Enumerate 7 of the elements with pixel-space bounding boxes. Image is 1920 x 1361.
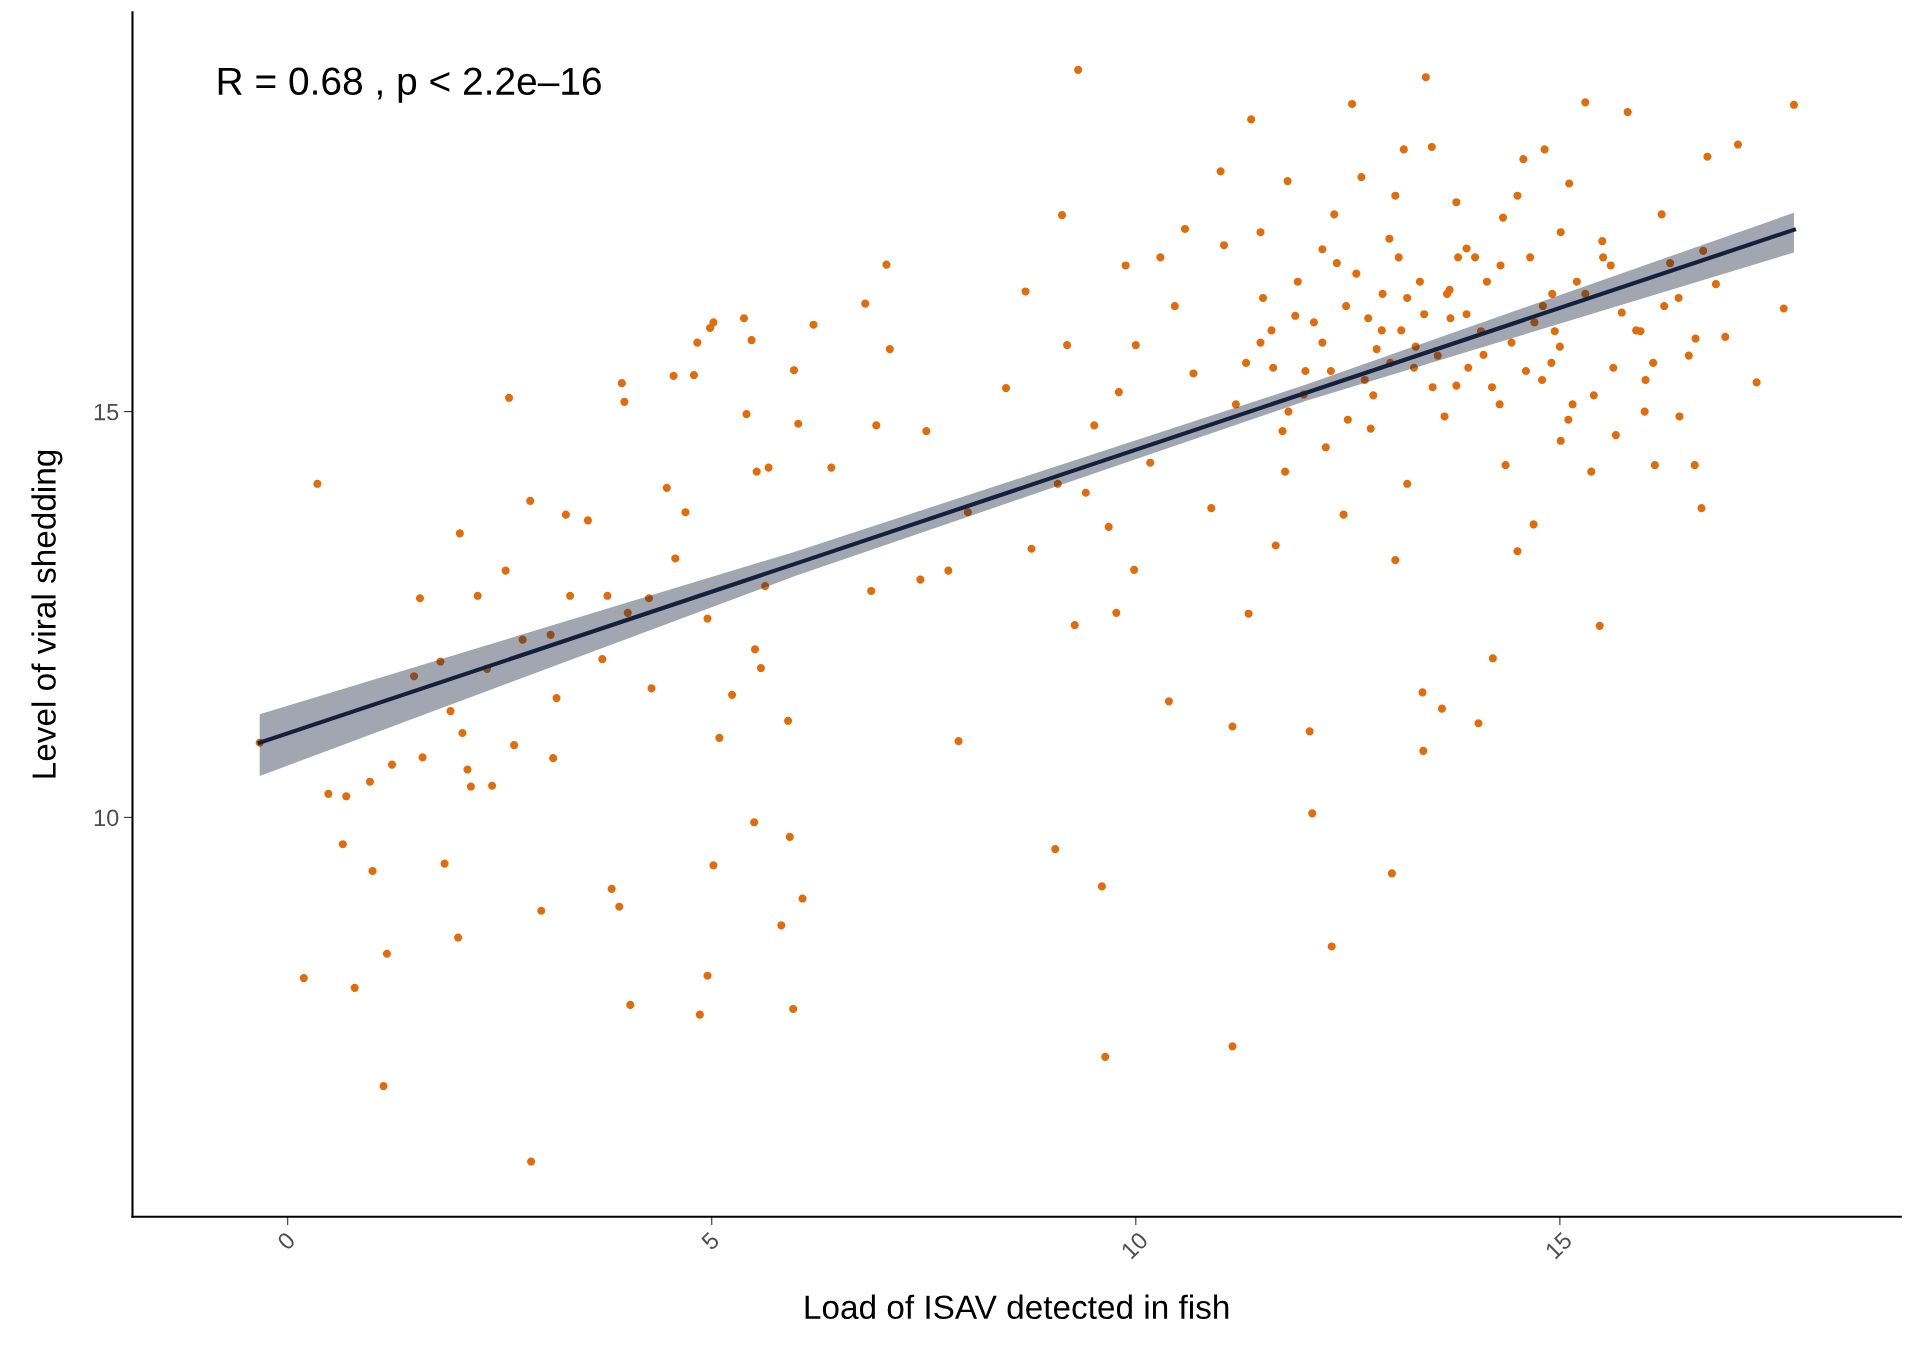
x-tick-label: 10 bbox=[1120, 1231, 1149, 1260]
x-tick-label: 5 bbox=[700, 1231, 721, 1251]
annotation: R = 0.68 , p < 2.2e–16 bbox=[218, 67, 601, 103]
x-tick-label: 15 bbox=[1544, 1231, 1573, 1260]
y-axis-title: Level of viral shedding bbox=[31, 450, 63, 778]
x-tick-label: 0 bbox=[276, 1231, 297, 1251]
x-axis-title: Load of ISAV detected in fish bbox=[805, 1294, 1229, 1320]
